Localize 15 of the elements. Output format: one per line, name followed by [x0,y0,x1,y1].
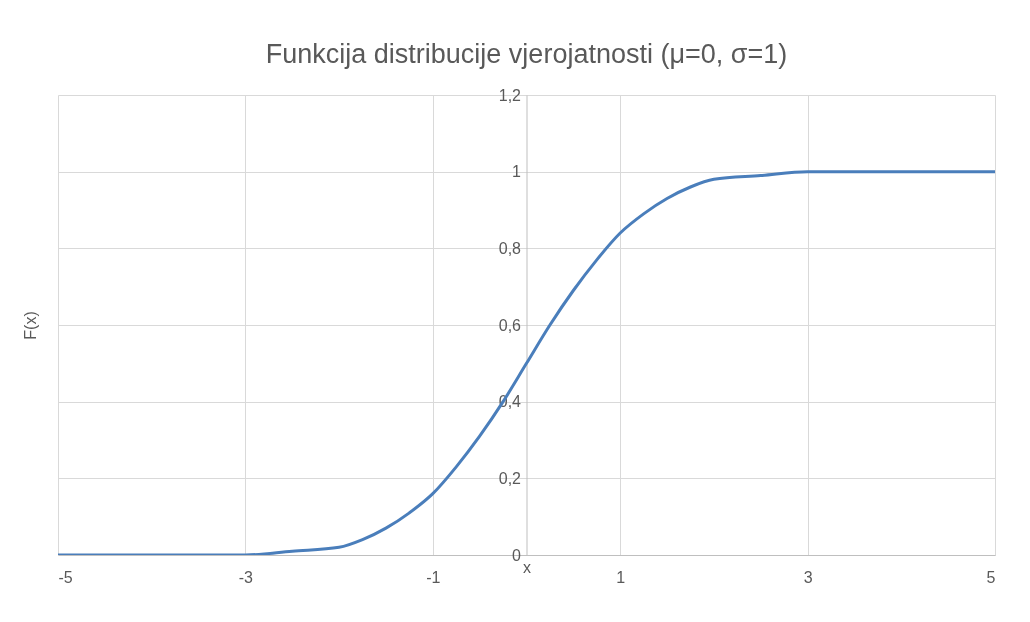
y-tick-label: 0,6 [498,316,522,334]
x-tick-label: 1 [616,568,626,586]
y-tick-label: 0,2 [498,469,522,487]
x-tick-label: -3 [238,568,254,586]
y-tick-label: 1,2 [498,86,522,104]
x-tick-label: -1 [426,568,441,586]
y-tick-label: 0 [512,546,522,564]
x-tick-label: 5 [986,568,996,586]
y-tick-label: 1 [512,163,522,181]
y-axis-title: F(x) [21,311,39,340]
chart-title: Funkcija distribucije vjerojatnosti (μ=0, σ=1) [265,39,788,69]
x-tick-label: -5 [58,568,73,586]
y-tick-label: 0,8 [498,239,522,257]
x-axis-title: x [523,558,531,576]
x-tick-label: 3 [803,568,813,586]
